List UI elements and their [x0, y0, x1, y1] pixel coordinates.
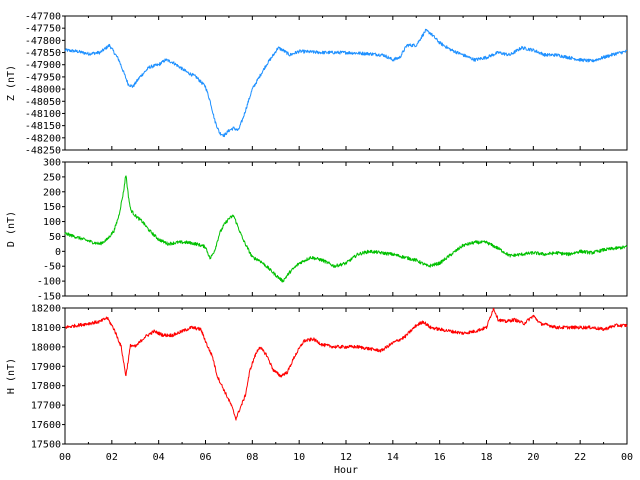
x-tick-label-11: 22 [574, 452, 586, 463]
y-tick-label-z-4: -47900 [25, 60, 61, 71]
y-tick-label-h-2: 18000 [31, 342, 61, 353]
y-tick-label-h-1: 18100 [31, 323, 61, 334]
y-tick-label-z-2: -47800 [25, 36, 61, 47]
y-tick-label-d-5: 50 [49, 232, 61, 243]
x-tick-label-3: 06 [199, 452, 211, 463]
x-tick-label-9: 18 [480, 452, 492, 463]
x-axis-label: Hour [334, 465, 358, 476]
x-tick-label-8: 16 [434, 452, 446, 463]
y-tick-label-d-6: 0 [55, 247, 61, 258]
y-tick-label-d-4: 100 [43, 217, 61, 228]
panel-h: 18200 18100 18000 17900 17800 17700 17600 17500… [6, 304, 633, 477]
y-tick-label-d-3: 150 [43, 202, 61, 213]
y-tick-label-d-1: 250 [43, 172, 61, 183]
x-tick-label-6: 12 [340, 452, 352, 463]
y-tick-label-d-9: -150 [37, 292, 61, 303]
y-tick-label-h-3: 17900 [31, 362, 61, 373]
y-tick-label-z-9: -48150 [25, 121, 61, 132]
y-tick-label-h-4: 17800 [31, 381, 61, 392]
panel-z: -47700-47750-47800-47850-47900-47950 -480… [6, 12, 628, 157]
y-tick-label-z-7: -48050 [25, 97, 61, 108]
y-tick-label-h-0: 18200 [31, 304, 61, 315]
x-tick-label-0: 00 [59, 452, 71, 463]
y-axis-label-h: H (nT) [6, 358, 17, 394]
y-tick-label-z-10: -48200 [25, 133, 61, 144]
panels: -47700-47750-47800-47850-47900-47950 -480… [6, 12, 633, 477]
y-tick-label-d-0: 300 [43, 158, 61, 169]
y-axis-label-z: Z (nT) [6, 65, 17, 101]
y-tick-label-z-6: -48000 [25, 85, 61, 96]
x-tick-label-5: 10 [293, 452, 305, 463]
panel-z-frame [64, 15, 628, 151]
y-tick-label-h-6: 17600 [31, 420, 61, 431]
x-tick-label-1: 02 [106, 452, 118, 463]
y-tick-label-d-7: -50 [43, 262, 61, 273]
x-tick-label-12: 00 [621, 452, 633, 463]
series-line-d-0 [64, 175, 628, 283]
panel-h-frame [64, 307, 628, 445]
y-tick-label-z-3: -47850 [25, 48, 61, 59]
y-tick-label-h-7: 17500 [31, 440, 61, 451]
series-line-h-0 [64, 308, 628, 421]
y-tick-label-z-11: -48250 [25, 146, 61, 157]
x-tick-label-10: 20 [527, 452, 539, 463]
x-tick-label-4: 08 [246, 452, 258, 463]
y-tick-label-z-0: -47700 [25, 12, 61, 23]
x-tick-label-2: 04 [153, 452, 165, 463]
y-tick-label-z-1: -47750 [25, 24, 61, 35]
y-tick-label-d-8: -100 [37, 277, 61, 288]
y-axis-label-d: D (nT) [6, 211, 17, 247]
x-tick-label-7: 14 [387, 452, 399, 463]
series-line-z-0 [64, 28, 628, 138]
y-tick-label-d-2: 200 [43, 187, 61, 198]
y-tick-label-h-5: 17700 [31, 401, 61, 412]
y-tick-label-z-8: -48100 [25, 109, 61, 120]
panel-d: 300 250 200 150 100 50 0 -50 -100 -150 D (nT) [6, 158, 628, 303]
panel-d-frame [64, 161, 628, 297]
y-tick-label-z-5: -47950 [25, 72, 61, 83]
